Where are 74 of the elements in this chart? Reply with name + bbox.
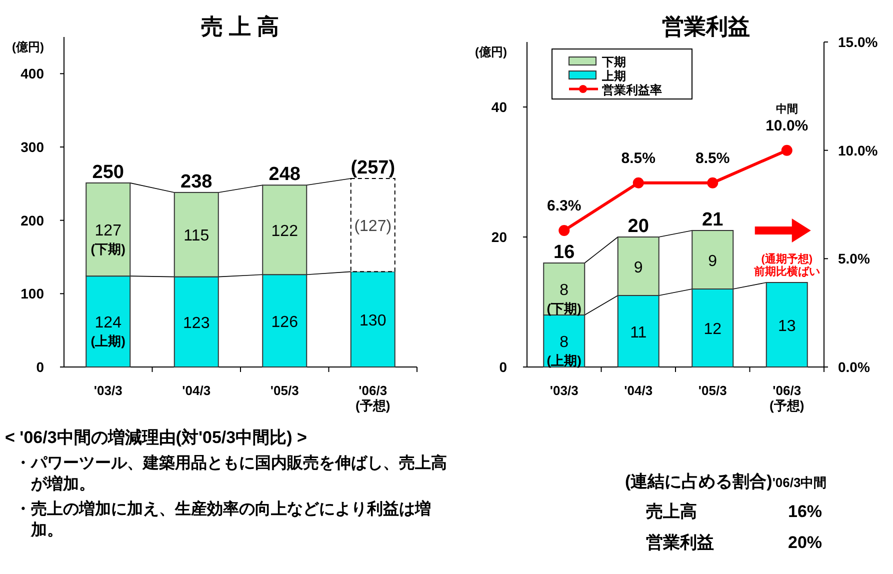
annotation: (下期) (546, 301, 582, 316)
x-tick-label: '05/3 (270, 383, 299, 398)
total-label: 250 (92, 162, 124, 183)
data-label: 126 (271, 314, 298, 331)
total-label: (257) (350, 158, 396, 179)
y-tick-label: 20 (491, 229, 508, 245)
data-label: 9 (634, 259, 643, 276)
data-label: 8.5% (696, 150, 730, 167)
data-label: 122 (271, 222, 298, 240)
data-label: 8 (560, 282, 569, 299)
text: 営業利益 (645, 532, 715, 554)
y-axis-title: (億円) (475, 45, 507, 59)
data-label: 11 (630, 324, 647, 342)
total-label: 20 (628, 216, 649, 237)
y-axis-title: (億円) (12, 40, 44, 54)
y2-tick-label: 0.0% (838, 359, 870, 375)
data-label: 12 (704, 321, 722, 338)
y2-tick-label: 10.0% (838, 142, 878, 158)
y2-tick-label: 5.0% (838, 250, 870, 267)
x-tick-label: '05/3 (698, 383, 727, 398)
y2-tick-label: 15.0% (838, 34, 878, 50)
point (707, 177, 718, 188)
x-tick-label: '03/3 (550, 383, 578, 398)
data-label: 130 (360, 312, 386, 330)
data-label: 115 (184, 228, 210, 245)
text: ・パワーツール、建築用品ともに国内販売を伸ばし、売上高が増加。 (15, 453, 448, 495)
y-tick-label: 300 (20, 139, 44, 155)
total-label: 248 (268, 164, 300, 186)
y-tick-label: 0 (499, 359, 508, 375)
point (558, 225, 570, 236)
text: 16% (787, 500, 824, 522)
x-tick-label: '04/3 (624, 383, 653, 398)
y-tick-label: 0 (36, 359, 44, 375)
text: 売上高 (645, 501, 698, 523)
x-tick-label: '06/3 (予想) (356, 383, 390, 413)
text: < '06/3中間の増減理由(対'05/3中間比) > (5, 428, 307, 447)
data-label: 127 (94, 222, 122, 240)
legend-label: 上期 (601, 69, 626, 83)
legend-label: 営業利益率 (602, 83, 662, 97)
x-tick-label: '06/3 (予想) (770, 383, 804, 413)
point (632, 177, 644, 188)
total-label: 21 (702, 210, 724, 230)
chart-title: 営業利益 (662, 14, 750, 39)
data-label: 8 (560, 334, 569, 351)
data-label: 9 (708, 252, 718, 270)
data-label: (127) (354, 218, 392, 236)
annotation: (下期) (90, 242, 126, 256)
text: ・売上の増加に加え、生産効率の向上などにより利益は増加。 (15, 499, 432, 541)
data-label: 13 (778, 318, 796, 335)
data-label: 10.0% (766, 117, 808, 134)
y-tick-label: 200 (20, 212, 44, 228)
annotation: (通期予想) 前期比横ばい (752, 252, 820, 278)
bar (766, 282, 808, 368)
data-label: 123 (183, 314, 210, 332)
chart-title: 売 上 高 (200, 14, 280, 39)
annotation: (上期) (90, 334, 126, 349)
data-label: 6.3% (547, 198, 582, 214)
data-label: 124 (94, 314, 122, 332)
data-label: 8.5% (621, 150, 656, 167)
y-tick-label: 100 (20, 286, 44, 302)
bar (350, 271, 396, 368)
annotation: 中間 (776, 102, 798, 116)
text: 20% (787, 532, 824, 554)
text: '06/3中間 (772, 475, 827, 490)
x-tick-label: '03/3 (94, 383, 122, 398)
text: (連結に占める割合) (625, 472, 772, 491)
legend-label: 下期 (601, 55, 626, 69)
total-label: 16 (554, 242, 575, 263)
y-tick-label: 40 (491, 99, 508, 115)
point (781, 144, 792, 156)
y-tick-label: 400 (20, 66, 44, 82)
x-tick-label: '04/3 (182, 383, 211, 398)
annotation: (上期) (546, 353, 582, 368)
total-label: 238 (180, 171, 212, 192)
